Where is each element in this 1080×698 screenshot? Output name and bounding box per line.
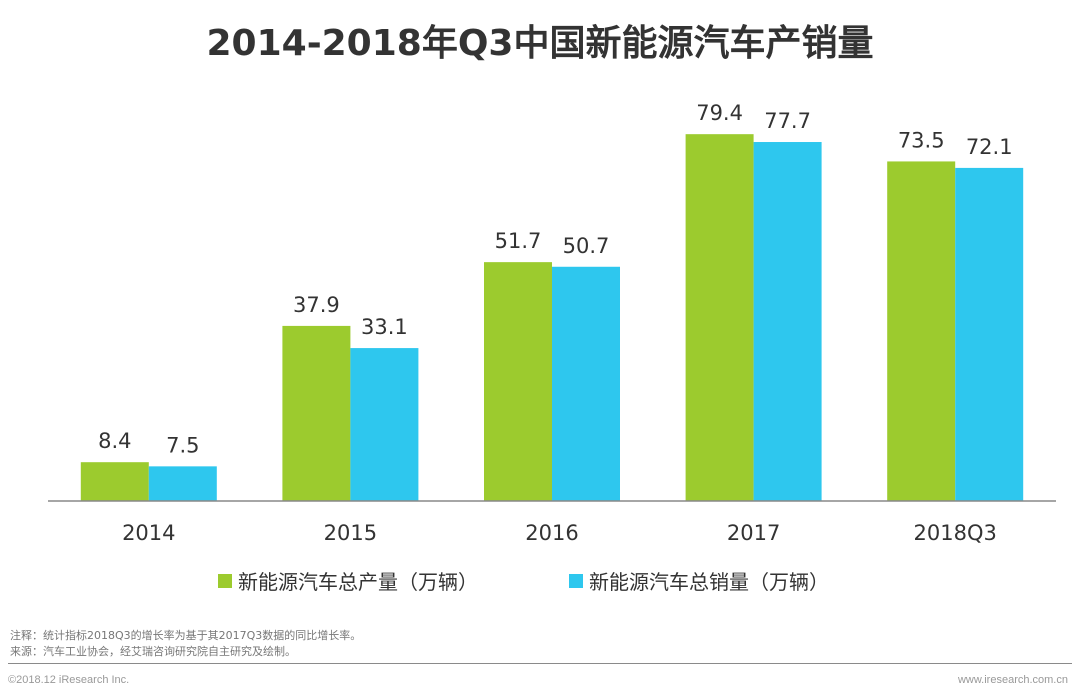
data-label-sales-2016: 50.7 bbox=[563, 234, 610, 258]
x-tick-label-2016: 2016 bbox=[525, 521, 578, 545]
data-label-production-2015: 37.9 bbox=[293, 293, 340, 317]
data-label-production-2018Q3: 73.5 bbox=[898, 128, 945, 152]
data-label-production-2017: 79.4 bbox=[696, 101, 743, 125]
bar-production-2014 bbox=[80, 462, 149, 501]
bar-production-2017 bbox=[685, 134, 754, 501]
legend-swatch-sales bbox=[569, 573, 583, 588]
data-label-production-2014: 8.4 bbox=[98, 429, 131, 453]
bar-sales-2015 bbox=[350, 348, 419, 501]
legend-label-sales: 新能源汽车总销量（万辆） bbox=[589, 570, 829, 594]
footer-copyright: ©2018.12 iResearch Inc. bbox=[8, 674, 130, 686]
data-label-sales-2017: 77.7 bbox=[764, 109, 811, 133]
data-label-sales-2015: 33.1 bbox=[361, 315, 408, 339]
bar-sales-2014 bbox=[148, 466, 217, 501]
bar-production-2015 bbox=[282, 325, 351, 501]
bar-sales-2017 bbox=[753, 142, 822, 501]
bar-chart: 8.4 7.5 37.9 33.1 51.7 50.7 79.4 77.7 73.5 72.1 2… bbox=[48, 101, 1056, 545]
x-tick-labels-group: 2014 2015 2016 2017 2018Q3 bbox=[122, 521, 997, 545]
data-label-sales-2018Q3: 72.1 bbox=[966, 135, 1013, 159]
legend-item-production: 新能源汽车总产量（万辆） bbox=[218, 566, 478, 595]
legend-swatch-production bbox=[218, 573, 232, 588]
bar-sales-2016 bbox=[552, 266, 620, 501]
data-label-production-2016: 51.7 bbox=[495, 229, 542, 253]
bar-sales-2018Q3 bbox=[955, 167, 1024, 501]
x-tick-label-2015: 2015 bbox=[324, 521, 377, 545]
legend: 新能源汽车总产量（万辆） 新能源汽车总销量（万辆） bbox=[0, 566, 1080, 594]
chart-source: 来源：汽车工业协会，经艾瑞咨询研究院自主研究及绘制。 bbox=[10, 645, 296, 658]
x-tick-label-2018Q3: 2018Q3 bbox=[914, 521, 997, 545]
legend-label-production: 新能源汽车总产量（万辆） bbox=[238, 570, 478, 594]
chart-note: 注释：统计指标2018Q3的增长率为基于其2017Q3数据的同比增长率。 bbox=[10, 629, 362, 642]
chart-title: 2014-2018年Q3中国新能源汽车产销量 bbox=[206, 23, 874, 64]
bar-production-2018Q3 bbox=[887, 161, 956, 501]
bar-production-2016 bbox=[484, 262, 552, 501]
data-labels-group: 8.4 7.5 37.9 33.1 51.7 50.7 79.4 77.7 73.5 72.1 bbox=[98, 101, 1012, 457]
legend-item-sales: 新能源汽车总销量（万辆） bbox=[569, 566, 829, 595]
x-tick-label-2017: 2017 bbox=[727, 521, 780, 545]
footer-site: www.iresearch.com.cn bbox=[957, 674, 1068, 686]
data-label-sales-2014: 7.5 bbox=[166, 433, 199, 457]
bars-group bbox=[80, 134, 1024, 501]
x-tick-label-2014: 2014 bbox=[122, 521, 175, 545]
footer-divider bbox=[8, 663, 1072, 664]
